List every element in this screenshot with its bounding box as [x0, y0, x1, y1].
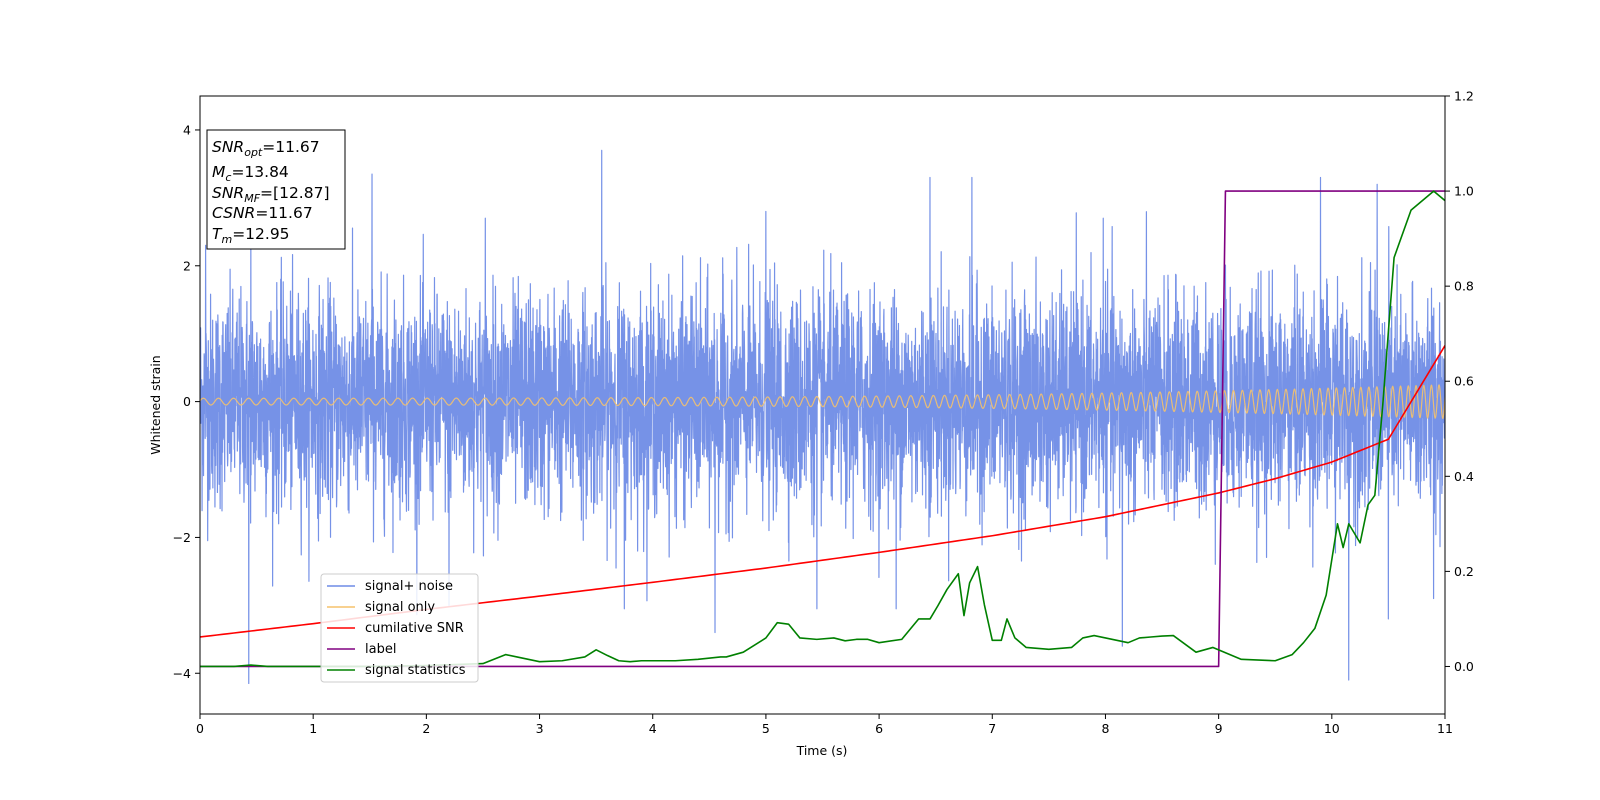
y2-tick-label: 1.0 — [1454, 184, 1474, 199]
y2-tick-label: 0.6 — [1454, 374, 1474, 389]
label-line — [200, 190, 1445, 668]
legend-label-stat: signal statistics — [365, 663, 466, 678]
legend: signal+ noise signal only cumilative SNR… — [320, 573, 479, 683]
y-tick-label: 0 — [183, 394, 191, 409]
x-tick-label: 11 — [1437, 721, 1453, 736]
legend-label-csnr: cumilative SNR — [365, 621, 464, 636]
annotation-csnr: CSNR=11.67 — [212, 204, 313, 222]
legend-label-label: label — [365, 642, 396, 657]
y2-tick-label: 0.4 — [1454, 469, 1474, 484]
x-tick-label: 4 — [649, 721, 657, 736]
y-axis-ticks: −4 −2 0 2 4 — [173, 122, 200, 681]
x-tick-label: 8 — [1101, 721, 1109, 736]
series-signal-statistics — [200, 190, 1445, 668]
axes-frame — [199, 95, 1446, 715]
y2-tick-label: 0.8 — [1454, 279, 1474, 294]
x-tick-label: 5 — [762, 721, 770, 736]
y2-tick-label: 0.0 — [1454, 659, 1474, 674]
legend-label-signal: signal only — [365, 600, 435, 615]
y-axis-label: Whitened strain — [148, 355, 163, 454]
annotation-snr-opt: SNRopt=11.67 — [212, 138, 320, 159]
series-signal-noise — [200, 149, 1445, 685]
y-tick-label: 2 — [183, 258, 191, 273]
annotation-tm: Tm=12.95 — [212, 225, 290, 246]
signal-line — [200, 384, 1445, 420]
series-label — [200, 190, 1445, 668]
x-tick-label: 2 — [422, 721, 430, 736]
x-tick-label: 9 — [1215, 721, 1223, 736]
stat-line — [200, 190, 1445, 668]
x-axis-label: Time (s) — [796, 743, 848, 758]
y-tick-label: 4 — [183, 122, 191, 137]
annotation-mc: Mc=13.84 — [212, 163, 289, 184]
x-tick-label: 7 — [988, 721, 996, 736]
y2-axis-ticks: 0.0 0.2 0.4 0.6 0.8 1.0 1.2 — [1445, 89, 1474, 674]
annotation-box: SNRopt=11.67 Mc=13.84 SNRMF=[12.87] CSNR… — [206, 129, 346, 250]
y-tick-label: −2 — [173, 530, 191, 545]
x-tick-label: 3 — [536, 721, 544, 736]
legend-frame — [320, 573, 479, 683]
x-axis-ticks: 0 1 2 3 4 5 6 7 8 9 10 11 — [196, 714, 1453, 736]
x-tick-label: 10 — [1324, 721, 1340, 736]
x-tick-label: 0 — [196, 721, 204, 736]
y-tick-label: −4 — [173, 666, 191, 681]
series-signal-only — [200, 384, 1445, 420]
x-tick-label: 1 — [309, 721, 317, 736]
y2-tick-label: 1.2 — [1454, 89, 1474, 104]
y2-tick-label: 0.2 — [1454, 564, 1474, 579]
legend-label-noise: signal+ noise — [365, 579, 453, 594]
annotation-frame — [206, 129, 346, 250]
annotation-snr-mf: SNRMF=[12.87] — [212, 184, 330, 205]
x-tick-label: 6 — [875, 721, 883, 736]
noise-line — [200, 149, 1445, 685]
